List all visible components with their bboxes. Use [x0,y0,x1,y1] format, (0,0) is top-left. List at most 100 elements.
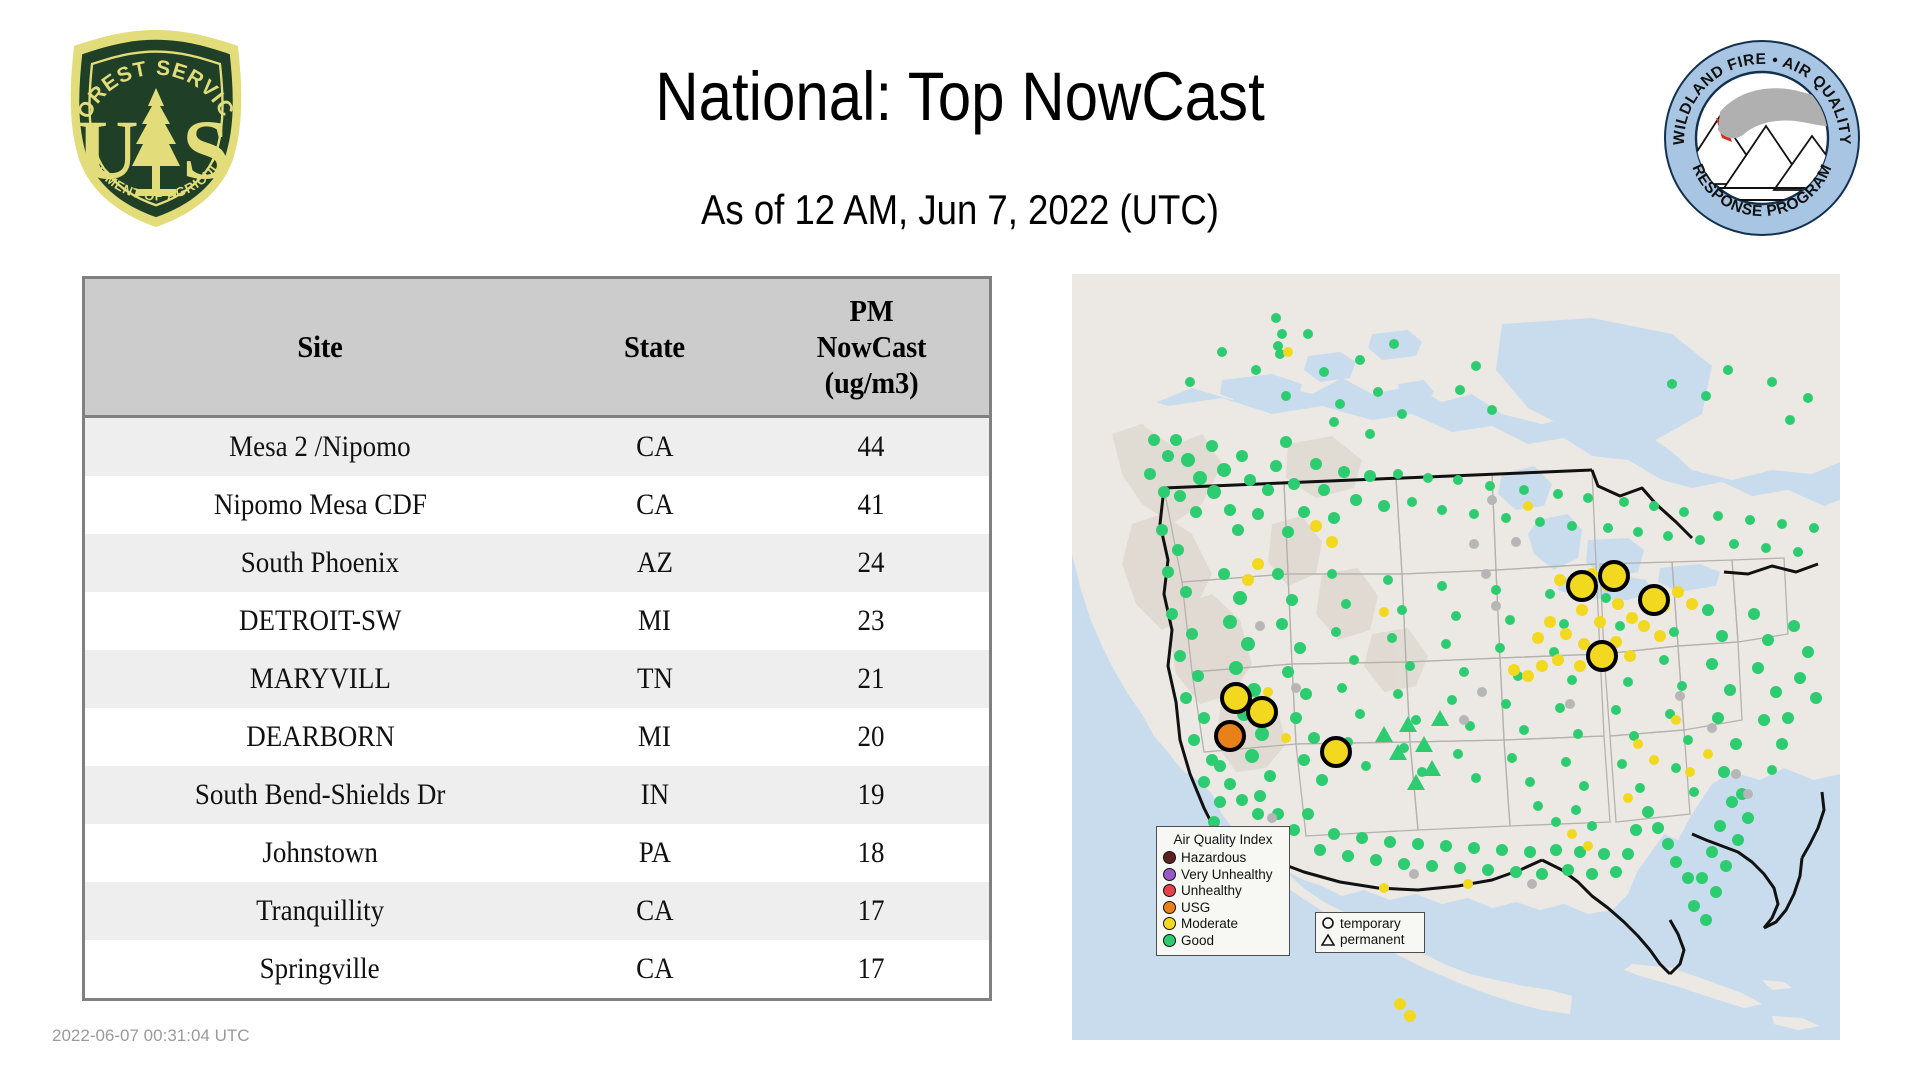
table-row[interactable]: South Bend-Shields Dr IN 19 [85,766,989,824]
aqi-legend-row-good[interactable]: Good [1163,933,1283,948]
triangle-icon [1321,933,1335,946]
table-row[interactable]: Tranquillity CA 17 [85,882,989,940]
cell-site-text: South Bend-Shields Dr [194,778,446,811]
cell-site-text: Springville [260,952,381,985]
generation-timestamp: 2022-06-07 00:31:04 UTC [52,1026,250,1045]
aqi-legend-label: Hazardous [1181,850,1247,865]
table-row[interactable]: DEARBORN MI 20 [85,708,989,766]
table-row[interactable]: MARYVILL TN 21 [85,650,989,708]
cell-site: Springville [85,940,555,998]
aqi-legend-row-moderate[interactable]: Moderate [1163,916,1283,931]
cell-site-text: MARYVILL [249,662,391,695]
cell-state: CA [555,476,754,534]
table-row[interactable]: Springville CA 17 [85,940,989,998]
cell-state: CA [555,882,754,940]
cell-site-text: Nipomo Mesa CDF [213,488,427,521]
hazardous-swatch-icon [1163,851,1176,864]
cell-pm-text: 44 [857,430,885,463]
map-top-sites[interactable] [1214,560,1670,768]
cell-pm-text: 20 [857,720,885,753]
cell-state: IN [555,766,754,824]
cell-pm: 44 [754,417,989,477]
aqi-legend-label: Good [1181,932,1215,948]
cell-site: Johnstown [85,824,555,882]
table-row[interactable]: South Phoenix AZ 24 [85,534,989,592]
cell-site: Mesa 2 /Nipomo [85,417,555,477]
cell-pm: 17 [754,940,989,998]
column-header-pm-line1: PM [849,293,894,328]
cell-pm-text: 17 [857,952,885,985]
page-subtitle: As of 12 AM, Jun 7, 2022 (UTC) [701,186,1219,233]
marker-legend-row-temporary[interactable]: temporary [1321,916,1419,932]
cell-state: PA [555,824,754,882]
table-row[interactable]: DETROIT-SW MI 23 [85,592,989,650]
table-body: Mesa 2 /Nipomo CA 44 Nipomo Mesa CDF CA … [85,416,989,998]
cell-state-text: CA [635,952,674,985]
table-header: Site State PM NowCast (ug/m3) [85,279,989,418]
aqi-legend-row-unhealthy[interactable]: Unhealthy [1163,883,1283,898]
cell-site: DEARBORN [85,708,555,766]
site-marker-mesa2-nipomo [1220,682,1252,714]
cell-site-text: DEARBORN [245,720,395,753]
usg-swatch-icon [1163,900,1176,914]
cell-site: Nipomo Mesa CDF [85,476,555,534]
column-header-site[interactable]: Site [85,279,556,418]
cell-state: CA [555,417,754,477]
table-row[interactable]: Johnstown PA 18 [85,824,989,882]
nowcast-table-container: Site State PM NowCast (ug/m3) Mesa 2 /Ni… [82,276,992,1001]
aqi-legend-label: Moderate [1181,916,1239,931]
column-header-pm-line2: NowCast [816,329,927,364]
cell-state: MI [555,592,754,650]
very-unhealthy-swatch-icon [1163,867,1176,881]
table-header-row: Site State PM NowCast (ug/m3) [85,279,989,418]
map-site-dots [1144,313,1822,1022]
table-row[interactable]: Mesa 2 /Nipomo CA 44 [85,416,989,477]
cell-pm: 17 [754,882,989,940]
site-marker-johnstown [1638,584,1670,616]
cell-site-text: Mesa 2 /Nipomo [229,430,411,463]
column-header-pm-nowcast[interactable]: PM NowCast (ug/m3) [753,279,989,418]
cell-pm: 20 [754,708,989,766]
map-national-border [1158,468,1826,976]
cell-site: South Bend-Shields Dr [85,766,555,824]
page-title: National: Top NowCast [655,58,1265,135]
cell-state: MI [555,708,754,766]
forest-service-logo: FOREST SERVICE DEPARTMENT OF AGRICULTURE… [48,8,256,231]
cell-site-text: Tranquillity [256,894,385,927]
column-header-state[interactable]: State [555,279,754,418]
cell-pm-text: 18 [857,836,885,869]
table-row[interactable]: Nipomo Mesa CDF CA 41 [85,476,989,534]
cell-pm: 23 [754,592,989,650]
cell-state: TN [555,650,754,708]
cell-state-text: CA [635,894,674,927]
aqi-legend-label: Very Unhealthy [1181,866,1273,882]
cell-pm-text: 19 [857,778,885,811]
column-header-pm-line3: (ug/m3) [824,365,919,400]
marker-legend-label: temporary [1340,916,1401,931]
marker-legend-row-permanent[interactable]: permanent [1321,932,1419,948]
cell-site-text: DETROIT-SW [238,604,402,637]
aqi-legend-row-usg[interactable]: USG [1163,900,1283,915]
aqi-legend-label: USG [1181,899,1211,915]
aqi-legend-row-hazardous[interactable]: Hazardous [1163,850,1283,865]
site-marker-maryvill [1586,640,1618,672]
aqi-legend: Air Quality Index Hazardous Very Unhealt… [1156,826,1290,956]
cell-pm: 18 [754,824,989,882]
column-header-site-label: Site [297,329,343,364]
cell-site: Tranquillity [85,882,555,940]
cell-state-text: IN [640,778,669,811]
nowcast-table: Site State PM NowCast (ug/m3) Mesa 2 /Ni… [85,279,989,998]
cell-state-text: MI [638,720,672,753]
cell-pm-text: 41 [857,488,885,521]
aqi-legend-label: Unhealthy [1181,883,1242,898]
aqi-legend-title: Air Quality Index [1173,832,1273,847]
cell-pm-text: 24 [857,546,885,579]
site-marker-south-phoenix [1320,736,1352,768]
map-canvas [1072,274,1840,1040]
site-marker-tranquillity [1214,720,1246,752]
cell-state-text: CA [635,430,674,463]
wildland-fire-air-quality-logo: WILDLAND FIRE • AIR QUALITY RESPONSE PRO… [1662,38,1862,238]
air-quality-map[interactable] [1072,274,1840,1040]
site-marker-nipomo-mesa-cdf [1246,696,1278,728]
aqi-legend-row-very-unhealthy[interactable]: Very Unhealthy [1163,867,1283,882]
